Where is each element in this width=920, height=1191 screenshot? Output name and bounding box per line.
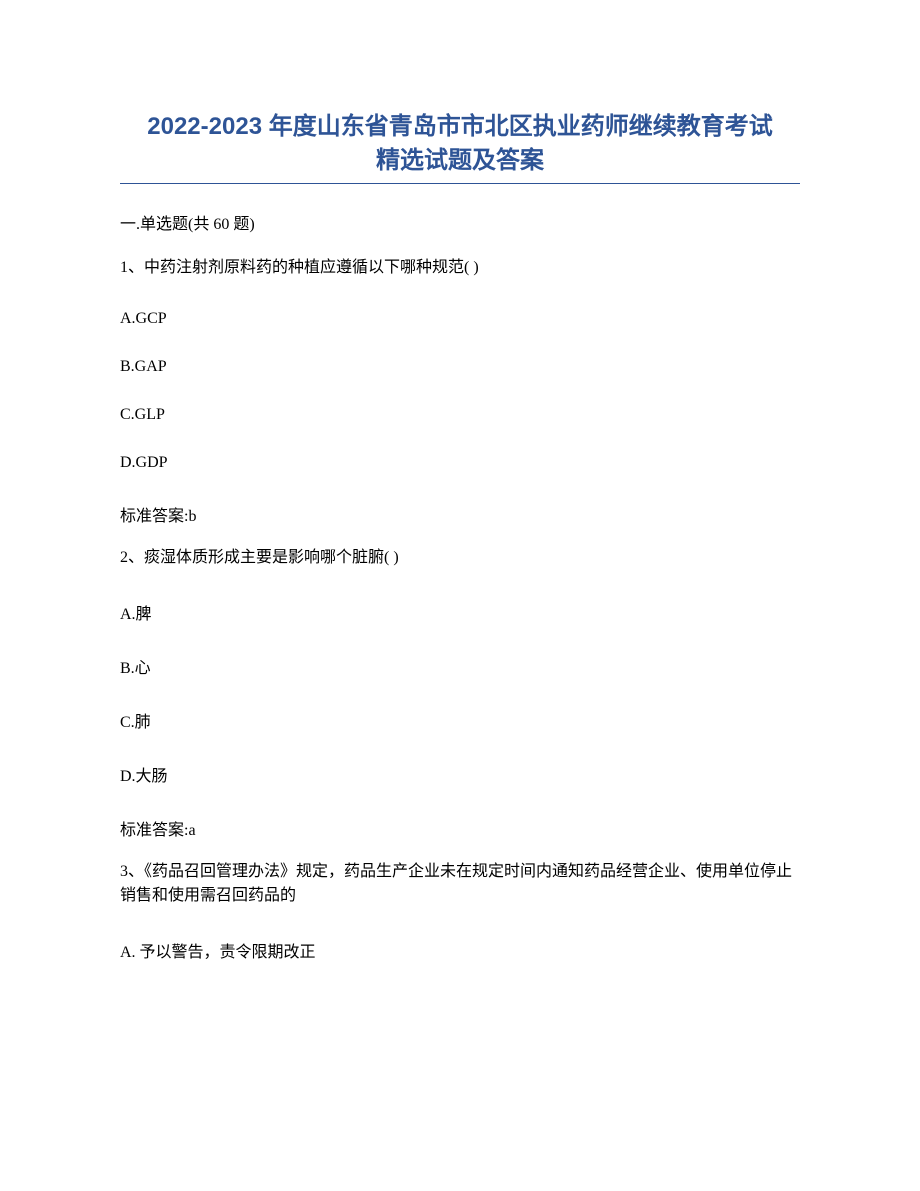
title-line-2: 精选试题及答案: [376, 147, 544, 174]
question-1-answer: 标准答案:b: [120, 502, 800, 526]
document-page: 2022-2023 年度山东省青岛市市北区执业药师继续教育考试 精选试题及答案 …: [0, 0, 920, 1191]
question-text: 《药品召回管理办法》规定，药品生产企业未在规定时间内通知药品经营企业、使用单位停…: [120, 863, 792, 904]
question-1: 1、中药注射剂原料药的种植应遵循以下哪种规范( ): [120, 256, 800, 280]
question-1-option-b: B.GAP: [120, 358, 800, 376]
question-2-option-a: A.脾: [120, 600, 800, 624]
question-1-option-a: A.GCP: [120, 310, 800, 328]
document-title: 2022-2023 年度山东省青岛市市北区执业药师继续教育考试 精选试题及答案: [120, 110, 800, 177]
question-number: 3、: [120, 863, 144, 880]
question-2-answer: 标准答案:a: [120, 816, 800, 840]
section-header: 一.单选题(共 60 题): [120, 210, 800, 234]
question-number: 1、: [120, 259, 144, 276]
title-underline: [120, 183, 800, 184]
question-2: 2、痰湿体质形成主要是影响哪个脏腑( ): [120, 546, 800, 570]
answer-value: a: [188, 822, 195, 839]
question-text: 痰湿体质形成主要是影响哪个脏腑( ): [144, 549, 399, 566]
answer-value: b: [188, 508, 196, 525]
question-1-option-d: D.GDP: [120, 454, 800, 472]
question-2-option-d: D.大肠: [120, 762, 800, 786]
answer-label: 标准答案:: [120, 508, 188, 525]
answer-label: 标准答案:: [120, 822, 188, 839]
question-2-option-c: C.肺: [120, 708, 800, 732]
question-1-option-c: C.GLP: [120, 406, 800, 424]
question-3-option-a: A. 予以警告，责令限期改正: [120, 938, 800, 962]
title-line-1: 2022-2023 年度山东省青岛市市北区执业药师继续教育考试: [147, 113, 772, 140]
question-text: 中药注射剂原料药的种植应遵循以下哪种规范( ): [144, 259, 479, 276]
question-number: 2、: [120, 549, 144, 566]
question-3: 3、《药品召回管理办法》规定，药品生产企业未在规定时间内通知药品经营企业、使用单…: [120, 860, 800, 908]
question-2-option-b: B.心: [120, 654, 800, 678]
